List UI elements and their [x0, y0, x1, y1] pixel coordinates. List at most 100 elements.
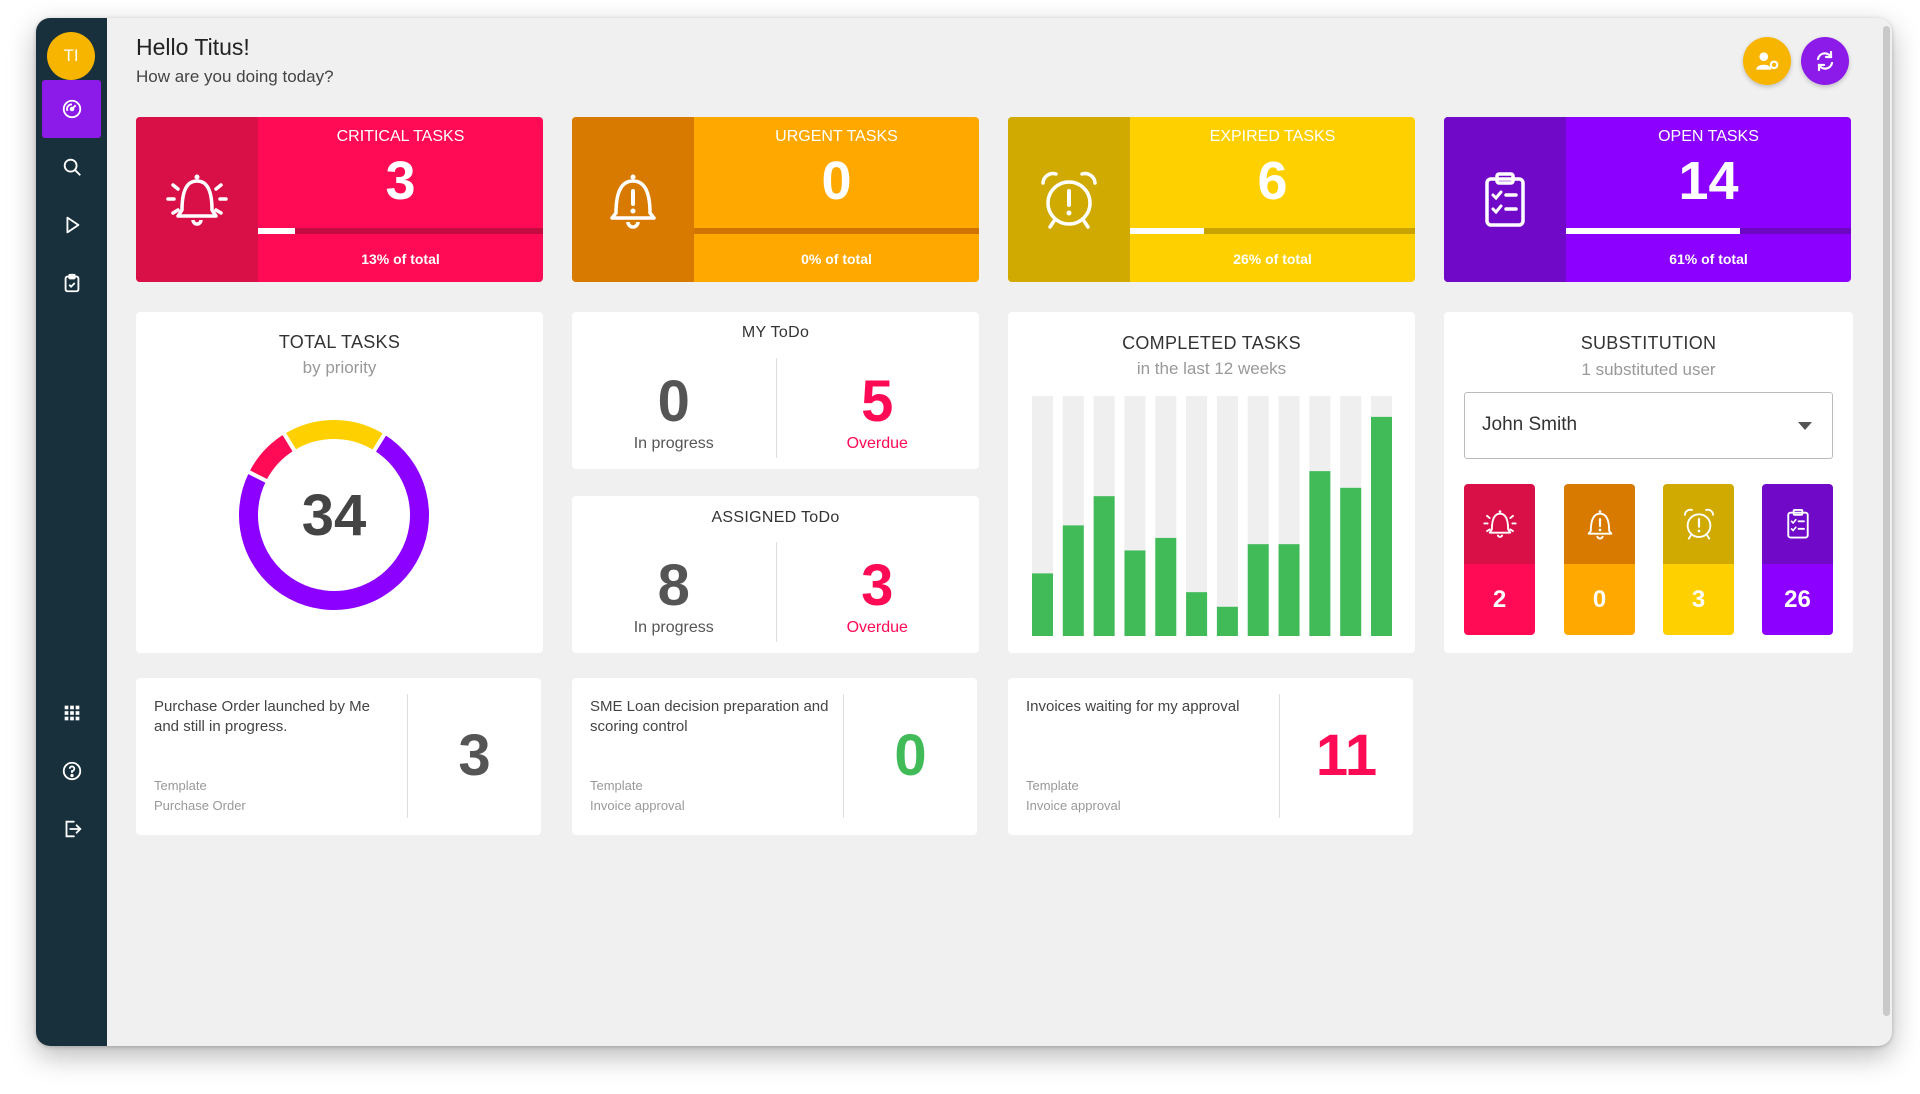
chart-bar-week-4[interactable]: [1124, 550, 1146, 636]
alarm-bell-icon: [1482, 510, 1517, 538]
total-tasks-value: 34: [301, 482, 367, 548]
stat-progress-track: [1130, 228, 1415, 234]
chart-bar-week-6[interactable]: [1186, 592, 1208, 636]
my-todo-in-progress-label: In progress: [633, 435, 714, 452]
process-template-name: Invoice approval: [590, 798, 685, 813]
total-tasks-card: TOTAL TASKS by priority 34: [136, 312, 543, 653]
chevron-down-icon: [1798, 422, 1812, 430]
substitution-tile-icon: [1464, 484, 1535, 564]
help-icon: [62, 761, 81, 781]
assigned-todo-in-progress[interactable]: 8 In progress: [572, 496, 776, 653]
scrollbar[interactable]: [1883, 26, 1890, 1016]
stat-percent: 13% of total: [361, 251, 440, 267]
my-todo-overdue[interactable]: 5 Overdue: [776, 312, 980, 469]
avatar[interactable]: TI: [47, 32, 95, 80]
chart-bar-week-5[interactable]: [1155, 537, 1177, 636]
critical-tasks-card[interactable]: CRITICAL TASKS 3 13% of total: [136, 117, 543, 282]
sidebar-item-apps[interactable]: [42, 684, 101, 742]
substitution-tile[interactable]: 26: [1762, 484, 1833, 635]
divider: [775, 358, 777, 458]
sidebar-item-search[interactable]: [42, 138, 101, 196]
chart-bar-week-12[interactable]: [1371, 416, 1392, 636]
stat-value: 3: [385, 151, 416, 211]
apps-grid-icon: [64, 705, 79, 721]
sidebar-item-help[interactable]: [42, 742, 101, 800]
substituted-user-select[interactable]: John Smith: [1464, 392, 1833, 459]
assigned-todo-overdue-value: 3: [861, 553, 894, 618]
chart-bar-week-8[interactable]: [1247, 544, 1269, 636]
divider: [1279, 694, 1280, 818]
substitution-tile-icon: [1564, 484, 1635, 564]
my-todo-overdue-label: Overdue: [846, 435, 908, 452]
bell-alert-icon: [610, 174, 656, 229]
bell-alert-icon: [1587, 510, 1612, 540]
sidebar: TI: [36, 18, 107, 1046]
substitution-tile-value: 3: [1663, 564, 1734, 635]
urgent-tasks-icon-panel: [572, 117, 694, 282]
stat-progress-fill: [1130, 228, 1205, 234]
completed-tasks-chart: [1032, 396, 1392, 636]
expired-tasks-card[interactable]: EXPIRED TASKS 6 26% of total: [1008, 117, 1415, 282]
total-tasks-title: TOTAL TASKS: [278, 332, 401, 352]
sidebar-item-tasks[interactable]: [42, 254, 101, 312]
process-count: 11: [1315, 723, 1378, 788]
stat-title: CRITICAL TASKS: [336, 128, 465, 145]
process-template-name: Purchase Order: [154, 798, 246, 813]
assigned-todo-in-progress-value: 8: [657, 553, 690, 618]
substitution-title: SUBSTITUTION: [1580, 333, 1717, 353]
open-tasks-card[interactable]: OPEN TASKS 14 61% of total: [1444, 117, 1851, 282]
chart-bar-week-7[interactable]: [1216, 606, 1238, 636]
play-icon: [66, 216, 79, 234]
substitution-tile[interactable]: 2: [1464, 484, 1535, 635]
stat-progress-fill: [1566, 228, 1740, 234]
alarm-clock-icon: [1041, 171, 1097, 229]
clipboard-check-icon: [1485, 171, 1525, 227]
substitution-tile[interactable]: 3: [1663, 484, 1734, 635]
process-card[interactable]: Purchase Order launched by Me and still …: [136, 678, 541, 835]
chart-bar-week-10[interactable]: [1309, 471, 1331, 636]
chart-bar-week-1[interactable]: [1032, 573, 1053, 636]
alarm-clock-icon: [1683, 508, 1714, 540]
refresh-button[interactable]: [1801, 37, 1849, 85]
assigned-todo-overdue-label: Overdue: [846, 619, 908, 636]
process-count: 0: [894, 723, 927, 788]
user-settings-button[interactable]: [1743, 37, 1791, 85]
substitution-tile-value: 2: [1464, 564, 1535, 635]
process-title: Invoices waiting for my approval: [1026, 698, 1240, 715]
process-template-label: Template: [590, 778, 643, 793]
stat-progress-track: [694, 228, 979, 234]
completed-tasks-card: COMPLETED TASKS in the last 12 weeks: [1008, 312, 1415, 653]
chart-bar-week-2[interactable]: [1062, 525, 1084, 636]
dashboard-icon: [62, 99, 81, 119]
chart-bar-week-3[interactable]: [1093, 496, 1115, 636]
process-card[interactable]: Invoices waiting for my approval Template…: [1008, 678, 1413, 835]
chart-bar-track: [1216, 396, 1238, 636]
substitution-card: SUBSTITUTION 1 substituted user John Smi…: [1444, 312, 1853, 653]
process-template-label: Template: [1026, 778, 1079, 793]
substitution-tile-value: 0: [1564, 564, 1635, 635]
my-todo-in-progress[interactable]: 0 In progress: [572, 312, 776, 469]
my-todo-overdue-value: 5: [861, 369, 894, 434]
stat-percent: 0% of total: [801, 251, 872, 267]
chart-bar-week-11[interactable]: [1340, 487, 1362, 636]
donut-segment[interactable]: [235, 429, 433, 614]
refresh-icon: [1816, 50, 1834, 72]
app-window: TI Hello Titus! How are you doing today?: [36, 18, 1892, 1046]
assigned-todo-overdue[interactable]: 3 Overdue: [776, 496, 980, 653]
process-card[interactable]: SME Loan decision preparation and scorin…: [572, 678, 977, 835]
assigned-todo-card[interactable]: ASSIGNED ToDo 8 In progress 3 Overdue: [572, 496, 979, 653]
critical-tasks-icon-panel: [136, 117, 258, 282]
greeting-title: Hello Titus!: [136, 34, 250, 60]
substitution-tile[interactable]: 0: [1564, 484, 1635, 635]
process-template-name: Invoice approval: [1026, 798, 1121, 813]
sidebar-item-start[interactable]: [42, 196, 101, 254]
sidebar-item-logout[interactable]: [42, 800, 101, 858]
urgent-tasks-card[interactable]: URGENT TASKS 0 0% of total: [572, 117, 979, 282]
my-todo-card[interactable]: MY ToDo 0 In progress 5 Overdue: [572, 312, 979, 469]
stat-progress-track: [258, 228, 543, 234]
user-settings-icon: [1756, 52, 1779, 70]
chart-bar-week-9[interactable]: [1278, 544, 1300, 636]
sidebar-item-dashboard[interactable]: [42, 80, 101, 138]
stat-title: OPEN TASKS: [1658, 128, 1759, 145]
chart-bar-track: [1186, 396, 1208, 636]
